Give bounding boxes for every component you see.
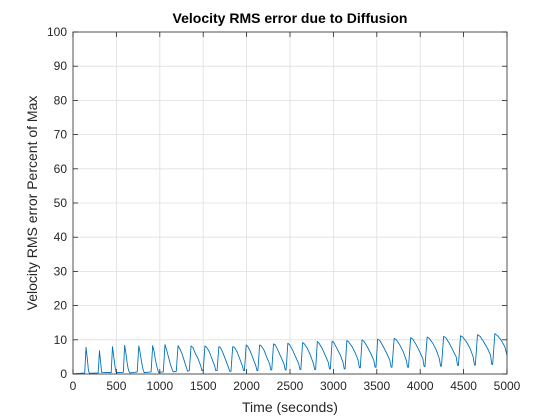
y-tick-label: 10 — [54, 333, 68, 347]
y-axis-title: Velocity RMS error Percent of Max — [24, 96, 40, 311]
y-tick-label: 100 — [47, 25, 67, 39]
x-tick-label: 2000 — [233, 379, 260, 393]
x-tick-label: 3000 — [320, 379, 347, 393]
x-tick-label: 5000 — [494, 379, 521, 393]
x-tick-label: 4500 — [450, 379, 477, 393]
x-tick-label: 1000 — [146, 379, 173, 393]
y-tick-label: 90 — [54, 59, 68, 73]
grid-lines — [73, 32, 507, 374]
y-tick-label: 40 — [54, 230, 68, 244]
series-line-1 — [72, 333, 508, 375]
x-tick-label: 500 — [106, 379, 126, 393]
y-tick-label: 30 — [54, 264, 68, 278]
x-tick-label: 0 — [70, 379, 77, 393]
x-tick-label: 3500 — [363, 379, 390, 393]
x-tick-label: 1500 — [190, 379, 217, 393]
y-tick-label: 20 — [54, 299, 68, 313]
y-tick-label: 60 — [54, 162, 68, 176]
series-layer — [72, 333, 508, 375]
y-tick-label: 70 — [54, 128, 68, 142]
x-tick-label: 4000 — [407, 379, 434, 393]
x-axis-title: Time (seconds) — [242, 399, 338, 415]
x-tick-label: 2500 — [277, 379, 304, 393]
y-tick-label: 0 — [60, 367, 67, 381]
y-tick-label: 50 — [54, 196, 68, 210]
axis-ticks: 0 500 1000 1500 2000 2500 3000 3500 4000 4500 5000… — [47, 25, 521, 393]
chart-title: Velocity RMS error due to Diffusion — [173, 10, 408, 26]
y-tick-label: 80 — [54, 93, 68, 107]
